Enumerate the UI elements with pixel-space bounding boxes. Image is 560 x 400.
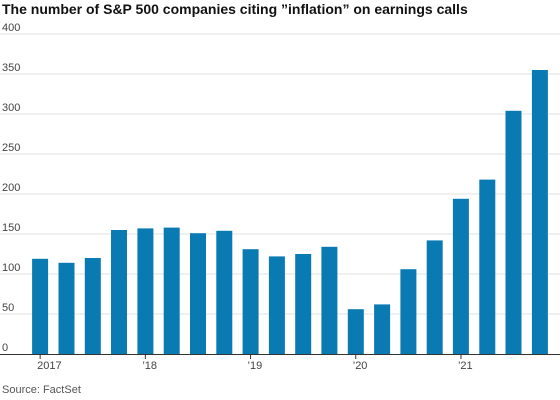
y-tick-label: 100 bbox=[2, 262, 20, 274]
x-tick-label: ’20 bbox=[353, 360, 368, 372]
bar-q4-2021 bbox=[531, 70, 548, 354]
bar-q2-2017 bbox=[58, 262, 75, 354]
y-tick-label: 0 bbox=[2, 342, 8, 354]
bar-q2-2018 bbox=[163, 227, 180, 354]
bar-q1-2020 bbox=[347, 309, 364, 354]
bar-q3-2020 bbox=[400, 269, 417, 354]
x-tick-label: ’21 bbox=[458, 360, 473, 372]
y-axis-ticks: 0 50 100 150 200 250 300 350 400 bbox=[2, 22, 20, 354]
y-tick-label: 200 bbox=[2, 182, 20, 194]
x-tick-label: ’19 bbox=[248, 360, 263, 372]
y-tick-label: 150 bbox=[2, 222, 20, 234]
bar-q1-2017 bbox=[32, 258, 49, 354]
bar-q4-2017 bbox=[111, 230, 127, 354]
bar-q4-2020 bbox=[426, 240, 443, 354]
x-tick-label: ’18 bbox=[142, 360, 157, 372]
source-note: Source: FactSet bbox=[2, 384, 81, 396]
bar-q2-2021 bbox=[479, 179, 496, 354]
y-tick-label: 350 bbox=[2, 62, 20, 74]
bar-q3-2018 bbox=[190, 233, 206, 354]
chart-title: The number of S&P 500 companies citing ”… bbox=[2, 1, 468, 17]
bar-q1-2019 bbox=[242, 249, 259, 354]
x-tick-label: 2017 bbox=[37, 360, 61, 372]
y-tick-label: 250 bbox=[2, 142, 20, 154]
bars bbox=[32, 70, 548, 354]
bar-q3-2021 bbox=[505, 110, 522, 354]
bar-q1-2018 bbox=[137, 228, 154, 354]
y-tick-label: 50 bbox=[2, 302, 14, 314]
y-tick-label: 300 bbox=[2, 102, 20, 114]
bar-q2-2020 bbox=[374, 304, 391, 354]
bar-q1-2021 bbox=[452, 198, 469, 354]
y-tick-label: 400 bbox=[2, 22, 20, 34]
bar-q4-2018 bbox=[216, 230, 233, 354]
x-axis: 2017 ’18 ’19 ’20 ’21 bbox=[0, 354, 560, 372]
bar-q3-2017 bbox=[84, 258, 101, 354]
bar-q4-2019 bbox=[321, 246, 338, 354]
bar-q2-2019 bbox=[268, 256, 285, 354]
bar-q3-2019 bbox=[295, 254, 312, 354]
